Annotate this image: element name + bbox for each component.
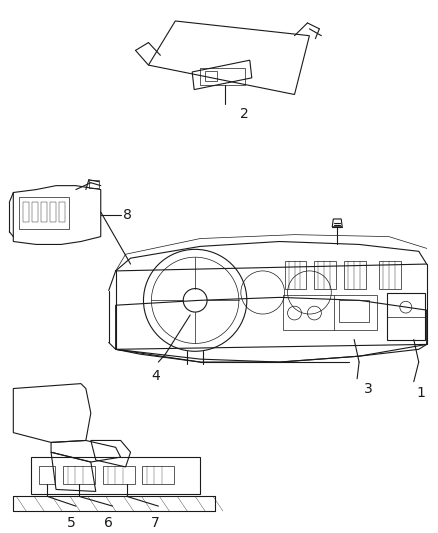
Bar bbox=[50, 203, 56, 222]
Bar bbox=[387, 294, 425, 341]
Text: 4: 4 bbox=[151, 369, 160, 383]
Bar bbox=[142, 466, 174, 483]
Bar bbox=[59, 203, 65, 222]
Text: 3: 3 bbox=[364, 382, 373, 395]
Text: 5: 5 bbox=[67, 516, 75, 530]
Bar bbox=[41, 203, 47, 222]
Bar bbox=[63, 466, 95, 483]
Text: 1: 1 bbox=[417, 385, 426, 400]
Bar bbox=[283, 295, 377, 330]
Bar bbox=[344, 261, 366, 288]
Bar bbox=[103, 466, 134, 483]
Bar bbox=[379, 261, 401, 288]
Bar bbox=[200, 68, 245, 85]
Bar bbox=[19, 197, 69, 229]
Text: 2: 2 bbox=[240, 107, 249, 121]
Bar bbox=[314, 261, 336, 288]
Text: 8: 8 bbox=[123, 208, 131, 222]
Bar bbox=[339, 300, 369, 322]
Bar bbox=[205, 71, 217, 81]
Bar bbox=[89, 180, 99, 188]
Bar bbox=[39, 466, 55, 483]
Bar bbox=[31, 457, 200, 495]
Bar bbox=[32, 203, 38, 222]
Bar bbox=[285, 261, 307, 288]
Text: 6: 6 bbox=[104, 516, 113, 530]
Text: 7: 7 bbox=[151, 516, 160, 530]
Bar bbox=[23, 203, 29, 222]
